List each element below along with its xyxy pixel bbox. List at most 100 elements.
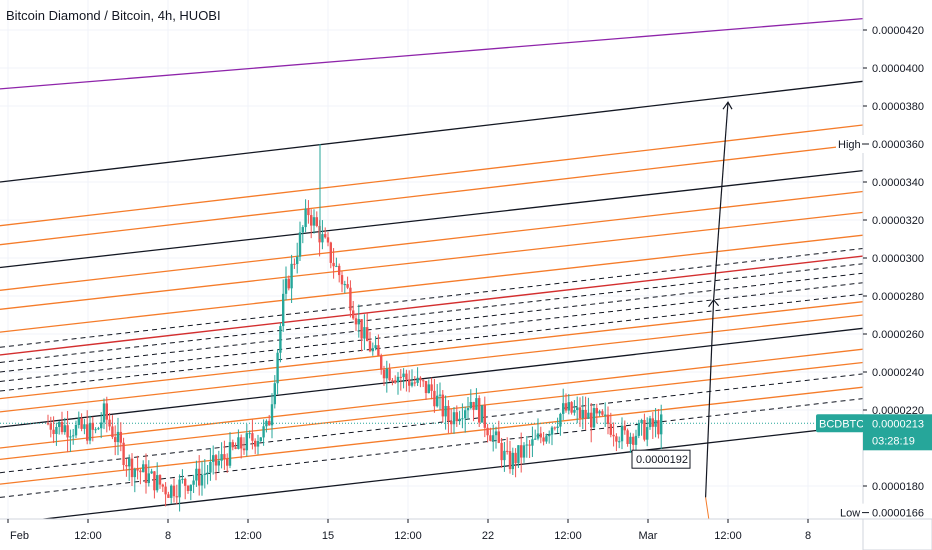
candle-body xyxy=(447,405,450,422)
candle-body xyxy=(108,419,111,427)
candle-body xyxy=(380,355,383,370)
channel-line-11-black-dashed[interactable] xyxy=(0,263,864,363)
candle-body xyxy=(122,442,125,465)
candle-body xyxy=(256,441,260,447)
candle-body xyxy=(144,464,148,484)
candle-body xyxy=(534,438,537,440)
candle-body xyxy=(161,484,164,487)
axis-corner[interactable] xyxy=(862,518,932,550)
price-tick-label: 0.0000340 xyxy=(872,177,924,189)
time-tick-label: 22 xyxy=(482,530,494,542)
candle-body xyxy=(478,398,481,423)
candle-body xyxy=(514,452,517,464)
candle-body xyxy=(293,263,296,265)
candle-body xyxy=(83,424,86,429)
candle-body xyxy=(525,444,528,446)
candle-body xyxy=(206,472,209,474)
candle-body xyxy=(385,368,388,379)
candle-body xyxy=(282,293,285,327)
price-tick-label: 0.0000400 xyxy=(872,63,924,75)
time-tick-label: Feb xyxy=(10,530,29,542)
price-note-box[interactable] xyxy=(631,449,691,469)
candle-body xyxy=(455,412,458,422)
candle-body xyxy=(629,436,632,444)
candle-body xyxy=(620,425,624,442)
candle-body xyxy=(466,408,470,411)
time-axis-background xyxy=(0,519,932,550)
channel-line-13-black-dashed[interactable] xyxy=(0,282,864,382)
projection-line-2[interactable] xyxy=(713,102,729,300)
candle-body xyxy=(545,436,548,442)
candle-body xyxy=(542,437,545,442)
high-marker-value: 0.0000360 xyxy=(872,139,924,151)
channel-line-7-orange[interactable] xyxy=(0,211,864,310)
candle-body xyxy=(324,234,327,238)
candle-body xyxy=(419,377,422,381)
candle-body xyxy=(368,341,372,352)
candle-body xyxy=(251,433,254,441)
time-tick-label: 12:00 xyxy=(714,530,742,542)
candle-body xyxy=(226,458,229,466)
channel-line-9-black-dashed[interactable] xyxy=(0,248,864,348)
channel-line-5-black[interactable] xyxy=(0,169,864,269)
channel-line-6-orange[interactable] xyxy=(0,190,864,291)
candle-body xyxy=(158,475,162,485)
candle-body xyxy=(60,421,64,433)
candle-body xyxy=(483,405,486,428)
candle-body xyxy=(604,414,607,416)
candle-body xyxy=(186,485,190,491)
candle-body xyxy=(492,435,495,441)
channel-line-8-orange[interactable] xyxy=(0,234,864,333)
candle-body xyxy=(114,437,117,443)
candle-body xyxy=(497,431,500,443)
projection-line-1[interactable] xyxy=(705,299,715,498)
candle-body xyxy=(528,444,531,446)
candle-body xyxy=(472,402,475,410)
channel-line-20-black-dashed[interactable] xyxy=(0,373,864,474)
candle-body xyxy=(377,345,380,356)
time-tick-label: 8 xyxy=(165,530,171,542)
candle-body xyxy=(612,434,615,437)
candle-body xyxy=(100,422,103,429)
channel-line-4-orange[interactable] xyxy=(0,143,864,246)
candle-body xyxy=(259,437,262,442)
candle-body xyxy=(508,451,512,470)
channel-line-2-black[interactable] xyxy=(0,80,864,183)
candle-body xyxy=(170,485,173,498)
candle-body xyxy=(405,373,408,380)
channel-line-14-black-dashed[interactable] xyxy=(0,293,864,392)
channel-line-22-black-dashed[interactable] xyxy=(0,398,864,498)
candle-body xyxy=(643,419,646,440)
candle-body xyxy=(310,215,313,226)
channel-line-19-orange[interactable] xyxy=(0,361,864,461)
price-tick-label: 0.0000280 xyxy=(872,291,924,303)
channel-line-1-purple[interactable] xyxy=(0,17,864,90)
channel-line-3-orange[interactable] xyxy=(0,124,864,227)
last-price-badge[interactable] xyxy=(863,414,932,451)
symbol-badge[interactable] xyxy=(816,414,864,433)
candle-body xyxy=(349,287,352,311)
candle-body xyxy=(615,436,618,442)
candle-body xyxy=(360,319,363,339)
candle-body xyxy=(461,418,464,420)
candle-body xyxy=(156,475,159,491)
candle-body xyxy=(598,411,601,414)
candle-body xyxy=(651,418,654,427)
channel-line-15-orange[interactable] xyxy=(0,301,864,400)
channel-line-23-black[interactable] xyxy=(0,424,864,525)
candle-body xyxy=(416,377,419,383)
candle-body xyxy=(142,464,145,473)
channel-line-16-orange[interactable] xyxy=(0,314,864,413)
candle-body xyxy=(564,403,568,411)
candle-body xyxy=(69,436,72,438)
candle-body xyxy=(413,382,416,384)
candle-body xyxy=(136,469,139,471)
candle-body xyxy=(450,421,453,425)
candle-body xyxy=(486,427,489,436)
candle-body xyxy=(248,433,251,435)
candle-body xyxy=(366,327,369,342)
channel-line-12-black-dashed[interactable] xyxy=(0,272,864,373)
low-marker-value: 0.0000166 xyxy=(872,508,924,520)
channel-line-10-red[interactable] xyxy=(0,255,864,356)
